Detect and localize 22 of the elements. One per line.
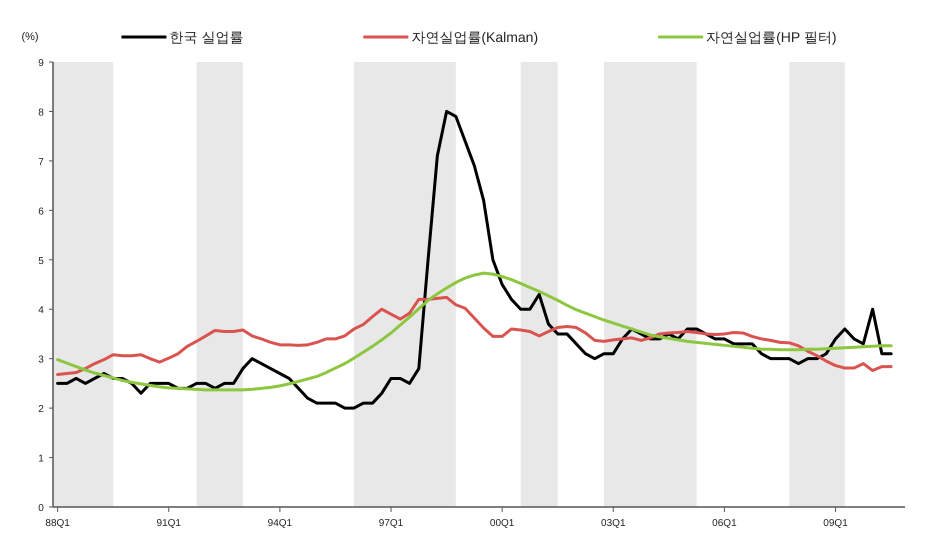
x-tick-label: 88Q1 [45, 518, 70, 529]
y-tick-label: 6 [38, 206, 44, 218]
y-axis-title: (%) [21, 31, 39, 43]
y-tick-label: 5 [38, 256, 44, 267]
y-tick-label: 9 [38, 58, 44, 69]
y-tick-label: 8 [38, 107, 44, 118]
x-tick-label: 03Q1 [601, 518, 626, 529]
y-tick-label: 2 [38, 404, 44, 416]
x-tick-label: 06Q1 [712, 518, 738, 529]
y-tick-label: 0 [38, 503, 44, 514]
x-tick-label: 09Q1 [823, 518, 848, 529]
legend-label: 자연실업률(HP 필터) [706, 29, 837, 45]
y-tick-label: 4 [38, 305, 44, 316]
x-tick-label: 91Q1 [156, 518, 182, 529]
x-tick-label: 97Q1 [378, 518, 404, 529]
x-tick-label: 94Q1 [268, 518, 293, 529]
y-tick-label: 3 [38, 354, 44, 366]
y-tick-label: 1 [38, 454, 44, 465]
legend-label: 자연실업률(Kalman) [411, 29, 538, 45]
x-tick-label: 00Q1 [490, 518, 515, 529]
legend-label: 한국 실업률 [169, 29, 244, 45]
y-tick-label: 7 [38, 156, 44, 168]
